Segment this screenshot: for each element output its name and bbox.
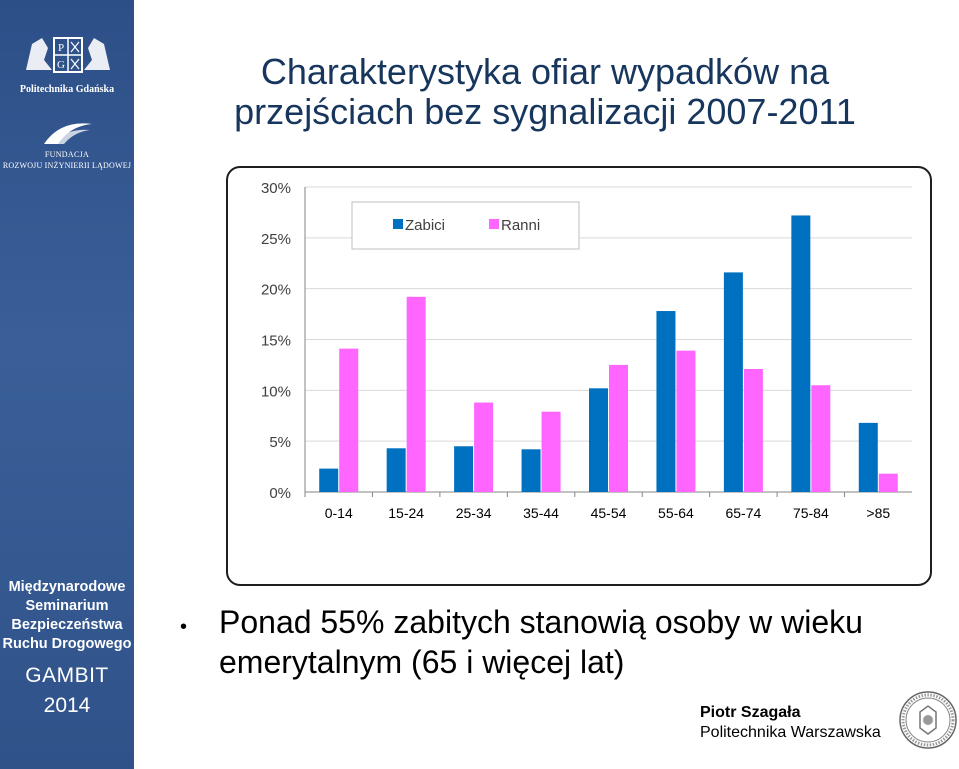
bar-zabici (589, 388, 608, 492)
y-tick-label: 30% (261, 180, 291, 197)
y-tick-label: 20% (261, 282, 291, 299)
bar-ranni (811, 385, 831, 492)
logo-letter-p: P (58, 42, 64, 54)
legend-swatch-zabici (393, 219, 403, 229)
foundation-name-line2: ROZWOJU INŻYNIERII LĄDOWEJ (2, 161, 132, 170)
bullet-line: Ponad 55% zabitych stanowią osoby w wiek… (219, 604, 863, 640)
bar-zabici (386, 448, 406, 492)
x-tick-label: 15-24 (388, 505, 424, 521)
x-tick-label: 75-84 (793, 505, 829, 521)
title-line: przejściach bez sygnalizacji 2007-2011 (234, 91, 856, 132)
event-year: 2014 (43, 694, 91, 717)
politechnika-gdanska-logo: P G (26, 37, 110, 73)
x-tick-label: 0-14 (325, 505, 353, 521)
title-line: Charakterystyka ofiar wypadków na (260, 51, 830, 92)
foundation-name-line1: FUNDACJA (44, 150, 90, 159)
bar-ranni (676, 350, 696, 492)
bullet-text: Ponad 55% zabitych stanowią osoby w wiek… (219, 602, 939, 682)
legend-label-ranni: Ranni (501, 217, 540, 234)
bar-ranni (609, 364, 628, 492)
x-tick-label: 55-64 (658, 505, 694, 521)
bullet-marker: • (180, 616, 188, 638)
logo-letter-g: G (57, 59, 65, 71)
seminar-line: Seminarium (25, 598, 109, 614)
bullet-line: emerytalnym (65 i więcej lat) (219, 644, 625, 680)
politechnika-gdanska-caption: Politechnika Gdańska (19, 84, 115, 95)
bar-zabici (656, 311, 676, 492)
author-institution: Politechnika Warszawska (700, 724, 881, 741)
bar-ranni (743, 368, 763, 492)
legend-box (351, 201, 580, 250)
gambit-label: GAMBIT (25, 664, 109, 687)
x-tick-label: >85 (866, 505, 890, 521)
x-tick-label: 45-54 (591, 505, 627, 521)
bar-ranni (406, 296, 426, 492)
bar-zabici (319, 468, 339, 492)
y-tick-label: 0% (269, 485, 291, 502)
foundation-logo (44, 123, 92, 144)
x-tick-label: 35-44 (523, 505, 559, 521)
bar-zabici (521, 449, 541, 492)
sidebar: P G Politechnika Gdańska FUNDACJA ROZWOJ… (0, 0, 134, 769)
seminar-name: Międzynarodowe Seminarium Bezpieczeństwa… (0, 578, 134, 654)
author-name: Piotr Szagała (700, 704, 801, 721)
x-tick-label: 65-74 (725, 505, 761, 521)
seminar-line: Bezpieczeństwa (11, 617, 123, 633)
bar-zabici (723, 272, 743, 492)
legend-label-zabici: Zabici (405, 217, 445, 234)
y-tick-label: 10% (261, 383, 291, 400)
x-tick-label: 25-34 (456, 505, 492, 521)
y-tick-label: 15% (261, 333, 291, 350)
bar-ranni (878, 473, 898, 492)
university-seal (899, 691, 957, 749)
seminar-line: Ruchu Drogowego (2, 636, 132, 652)
bar-zabici (454, 446, 474, 492)
seminar-line: Międzynarodowe (8, 579, 126, 595)
legend-swatch-ranni (489, 219, 499, 229)
y-tick-label: 25% (261, 231, 291, 248)
bar-ranni (541, 411, 561, 492)
slide-title: Charakterystyka ofiar wypadków na przejś… (140, 52, 950, 132)
bar-ranni (474, 402, 494, 492)
bar-ranni (339, 348, 359, 492)
bar-zabici (791, 215, 811, 492)
bar-zabici (858, 422, 878, 492)
y-tick-label: 5% (269, 434, 291, 451)
